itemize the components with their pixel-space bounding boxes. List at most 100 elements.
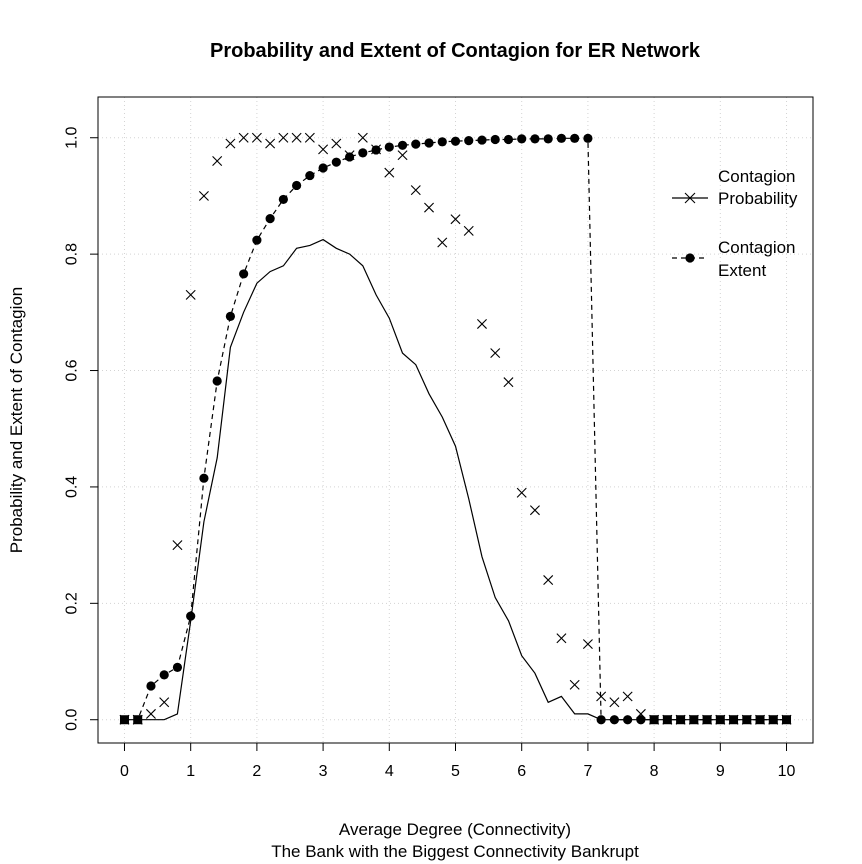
probability-point-stroke (357, 132, 368, 143)
extent-point (344, 152, 355, 162)
probability-point (649, 714, 660, 725)
x-tick-label: 10 (778, 763, 796, 780)
probability-line (124, 238, 787, 721)
extent-point (570, 133, 580, 143)
probability-point (198, 190, 209, 201)
extent-point (609, 715, 619, 725)
legend-probability-label-2: Probability (718, 189, 798, 208)
probability-point (357, 132, 368, 143)
y-tick-label: 1.0 (64, 127, 81, 149)
legend: Contagion Probability Contagion Extent (672, 167, 798, 280)
legend-extent-label-1: Contagion (718, 238, 796, 257)
probability-point-stroke (609, 697, 620, 708)
probability-point (304, 132, 315, 143)
probability-point (212, 156, 223, 167)
probability-point (688, 714, 699, 725)
x-tick-label: 4 (385, 763, 394, 780)
probability-point (702, 714, 713, 725)
probability-point-stroke (371, 144, 382, 155)
extent-point (331, 157, 341, 167)
extent-point (437, 137, 447, 147)
probability-point (344, 150, 355, 161)
probability-point-stroke (198, 190, 209, 201)
probability-point (529, 505, 540, 516)
probability-point (596, 691, 607, 702)
extent-point (318, 163, 328, 173)
probability-point-stroke (556, 633, 567, 644)
probability-point-stroke (662, 714, 673, 725)
probability-point-stroke (781, 714, 792, 725)
probability-point (755, 714, 766, 725)
probability-point (410, 185, 421, 196)
probability-point-stroke (437, 237, 448, 248)
probability-point (119, 714, 130, 725)
probability-point-stroke (715, 714, 726, 725)
y-tick-label: 0.8 (64, 243, 81, 265)
probability-point (741, 714, 752, 725)
probability-point-stroke (238, 132, 249, 143)
probability-point-stroke (145, 708, 156, 719)
probability-point-stroke (755, 714, 766, 725)
probability-point-stroke (688, 714, 699, 725)
legend-extent-marker (685, 253, 695, 263)
probability-point (331, 138, 342, 149)
extent-point (159, 670, 169, 680)
probability-point (569, 679, 580, 690)
y-tick-label: 0.4 (64, 476, 81, 498)
x-tick-label: 0 (120, 763, 129, 780)
extent-point (225, 311, 236, 322)
probability-point (662, 714, 673, 725)
legend-extent-label-2: Extent (718, 261, 766, 280)
data-layer (119, 132, 792, 725)
extent-point (543, 134, 553, 144)
probability-point (476, 318, 487, 329)
probability-point-stroke (596, 691, 607, 702)
probability-point-stroke (476, 318, 487, 329)
probability-point-stroke (635, 708, 646, 719)
probability-point (238, 132, 249, 143)
probability-point-stroke (318, 144, 329, 155)
probability-point (225, 138, 236, 149)
extent-point (252, 235, 262, 245)
probability-point (715, 714, 726, 725)
probability-point (503, 377, 514, 388)
probability-point (265, 138, 276, 149)
legend-probability-marker (684, 192, 696, 204)
probability-point-stroke (675, 714, 686, 725)
probability-point (424, 202, 435, 213)
y-tick-label: 0.2 (64, 592, 81, 614)
probability-point-stroke (185, 289, 196, 300)
extent-point (517, 134, 527, 144)
probability-point (450, 214, 461, 225)
probability-point (516, 487, 527, 498)
probability-point-stroke (768, 714, 779, 725)
probability-point (185, 289, 196, 300)
probability-point-stroke (331, 138, 342, 149)
probability-point-stroke (728, 714, 739, 725)
extent-point (503, 134, 514, 145)
probability-point (145, 708, 156, 719)
extent-point (464, 136, 474, 146)
probability-point-stroke (212, 156, 223, 167)
probability-point-stroke (278, 132, 289, 143)
probability-point-stroke (132, 714, 143, 725)
probability-point-stroke (265, 138, 276, 149)
extent-point (186, 611, 196, 621)
x-tick-label: 8 (650, 763, 659, 780)
probability-point-stroke (225, 138, 236, 149)
probability-point (543, 575, 554, 586)
probability-point (635, 708, 646, 719)
probability-point (675, 714, 686, 725)
extent-point (583, 133, 593, 143)
x-axis-subtitle: The Bank with the Biggest Connectivity B… (271, 842, 639, 861)
probability-point-stroke (543, 575, 554, 586)
x-axis-label: Average Degree (Connectivity) (339, 820, 571, 839)
extent-point (623, 715, 633, 725)
probability-point (781, 714, 792, 725)
probability-point (556, 633, 567, 644)
extent-point (411, 139, 421, 149)
x-tick-label: 2 (252, 763, 261, 780)
probability-point-stroke (569, 679, 580, 690)
probability-point (728, 714, 739, 725)
